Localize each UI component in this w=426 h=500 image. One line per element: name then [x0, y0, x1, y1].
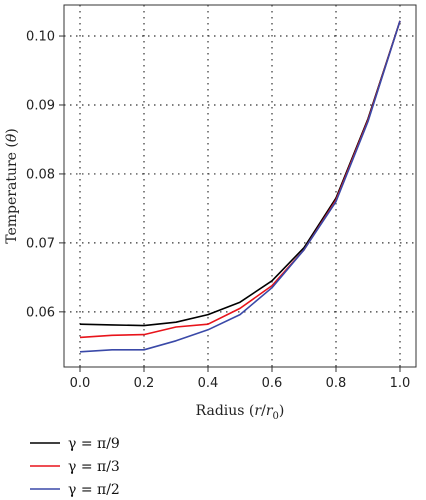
series-line-2: [79, 20, 401, 339]
x-tick-label: 0.8: [326, 376, 347, 391]
y-tick-label: 0.10: [26, 30, 55, 45]
axis-ticks: 0.0 0.2 0.4 0.6 0.8 1.0 0.06 0.07 0.08 0.09 0.10: [26, 30, 410, 391]
grid-lines: [64, 5, 416, 367]
series-line-3: [79, 20, 401, 353]
y-tick-label: 0.09: [26, 98, 55, 113]
series-line-1: [79, 20, 401, 327]
legend: γ = π/9 γ = π/3 γ = π/2: [30, 436, 120, 498]
y-tick-label: 0.07: [26, 236, 55, 251]
x-tick-label: 0.2: [134, 376, 155, 391]
y-axis-label: Temperature (θ): [4, 128, 20, 244]
x-tick-label: 0.4: [198, 376, 219, 391]
x-tick-label: 0.6: [262, 376, 283, 391]
plot-frame: [63, 4, 417, 368]
x-tick-label: 1.0: [390, 376, 411, 391]
y-tick-label: 0.08: [26, 167, 55, 182]
x-axis-label: Radius (r/r0): [196, 403, 285, 422]
x-tick-label: 0.0: [70, 376, 91, 391]
series-lines: [79, 20, 401, 353]
legend-label-1: γ = π/9: [68, 436, 120, 452]
legend-label-3: γ = π/2: [68, 482, 120, 498]
y-tick-label: 0.06: [26, 305, 55, 320]
legend-label-2: γ = π/3: [68, 459, 120, 475]
